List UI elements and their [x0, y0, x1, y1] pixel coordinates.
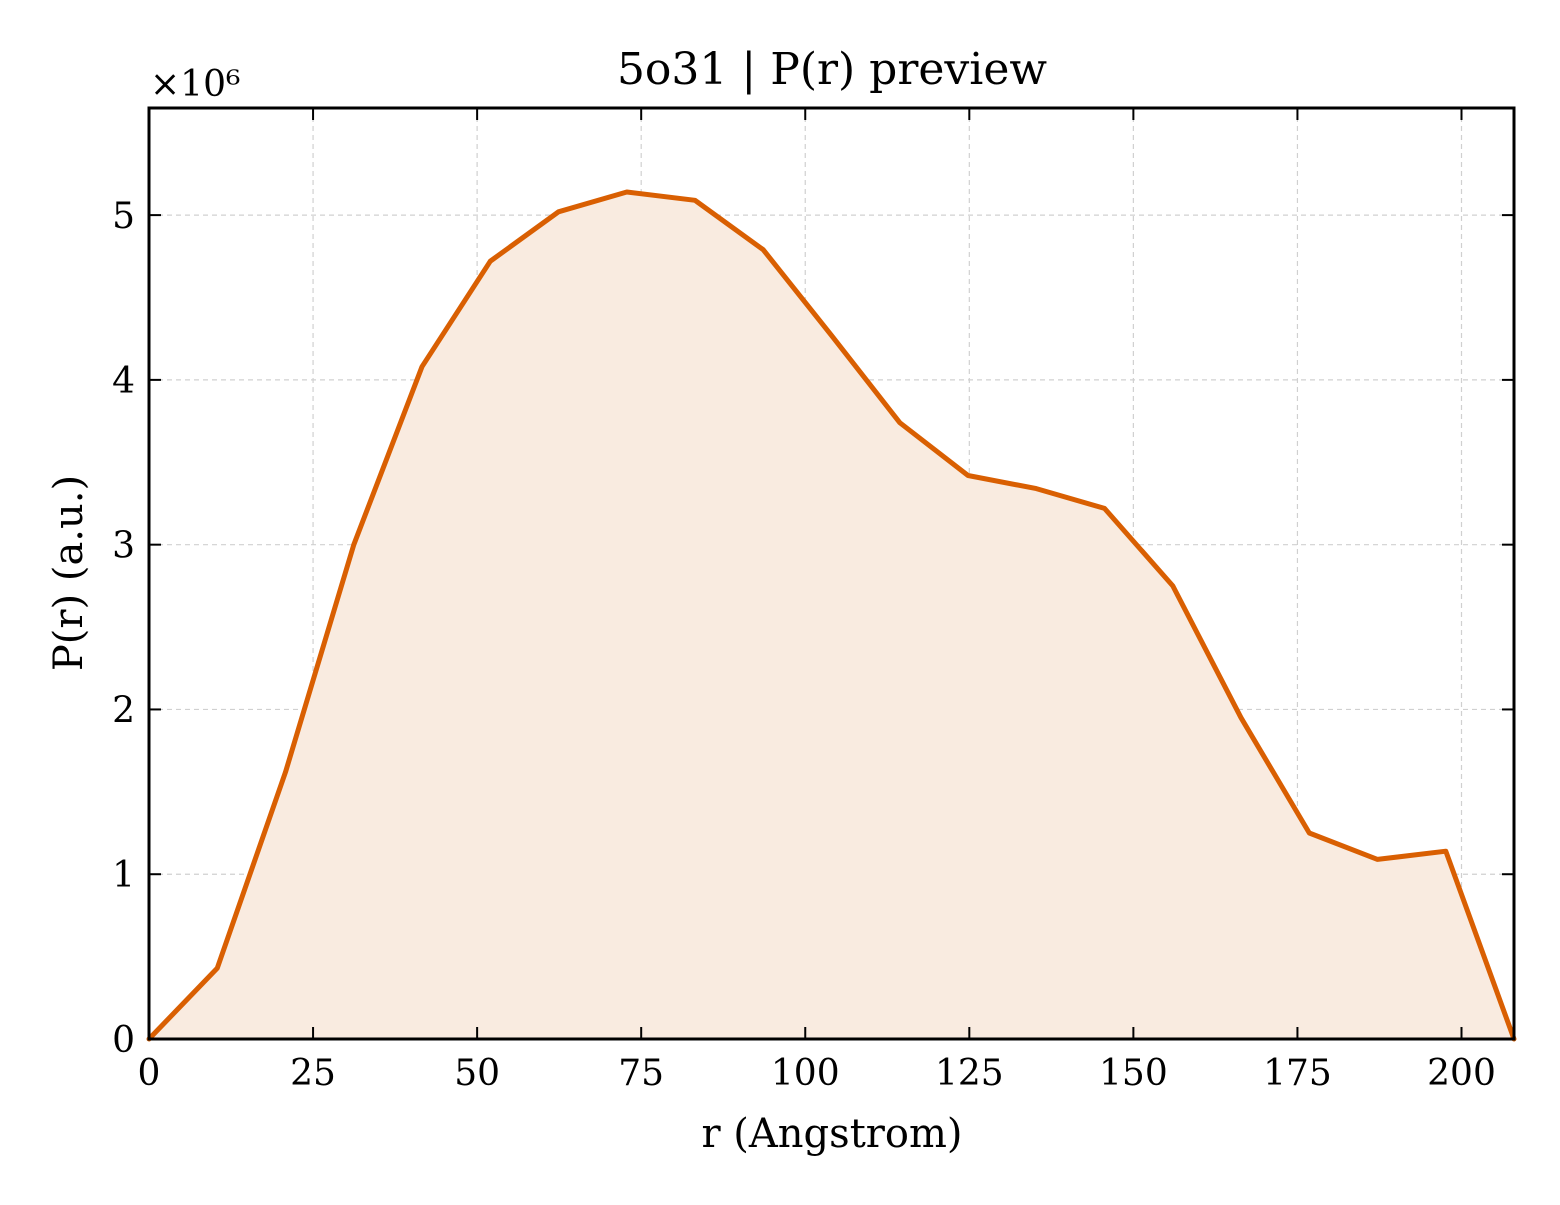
chart-title: 5o31 | P(r) preview: [617, 44, 1047, 95]
y-multiplier-label: ×10⁶: [150, 64, 240, 105]
y-tick-label: 3: [112, 526, 135, 567]
y-tick-label: 1: [112, 855, 135, 896]
y-axis-label: P(r) (a.u.): [46, 475, 92, 671]
pr-area-fill: [149, 192, 1514, 1039]
axes: 0 25 50 75 100 125 150 175 200 0 1 2 3 4 5: [112, 106, 1516, 1094]
pr-curve-line: [146, 189, 1517, 1042]
data-layer: [146, 189, 1517, 1042]
x-tick-label: 25: [290, 1053, 336, 1094]
x-tick-label: 125: [935, 1053, 1004, 1094]
y-tick-label: 5: [112, 196, 135, 237]
y-tick-label: 4: [112, 361, 135, 402]
y-tick-label: 0: [112, 1020, 135, 1061]
x-tick-label: 175: [1263, 1053, 1332, 1094]
x-tick-label: 100: [771, 1053, 840, 1094]
x-tick-label: 150: [1099, 1053, 1168, 1094]
x-tick-label: 200: [1427, 1053, 1496, 1094]
y-tick-label: 2: [112, 690, 135, 731]
x-tick-label: 75: [618, 1053, 664, 1094]
x-tick-label: 0: [138, 1053, 161, 1094]
plot-frame: [147, 106, 1516, 1041]
x-tick-label: 50: [454, 1053, 500, 1094]
x-axis-label: r (Angstrom): [701, 1111, 962, 1157]
